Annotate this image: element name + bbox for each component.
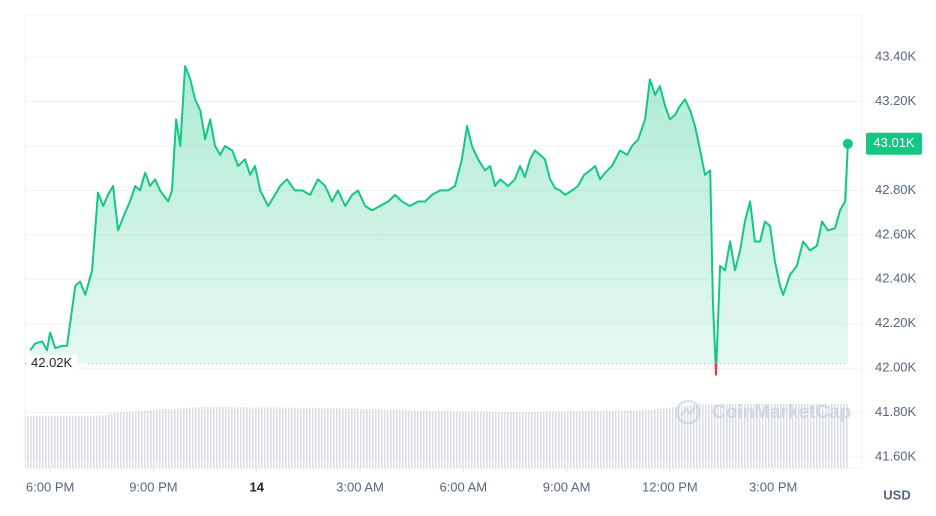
open-price-label-bg [27,354,77,373]
y-tick-label: 42.60K [875,226,917,241]
x-tick-label: 6:00 AM [439,479,487,494]
x-tick-label: 3:00 AM [336,479,384,494]
open-price-label: 42.02K [31,355,73,370]
y-tick-label: 42.00K [875,360,917,375]
x-tick-label: 9:00 PM [129,479,177,494]
watermark: CoinMarketCap [712,402,851,423]
x-tick-label: 9:00 AM [543,479,591,494]
x-tick-label: 3:00 PM [749,479,797,494]
y-tick-label: 41.80K [875,404,917,419]
price-line [29,65,849,364]
y-tick-label: 42.20K [875,315,917,330]
x-tick-label: 14 [249,479,264,494]
current-price-box [866,132,922,155]
volume-bars [25,404,848,468]
currency-label: USD [883,487,910,502]
y-tick-label: 42.40K [875,271,917,286]
price-area [30,66,848,364]
y-tick-label: 41.60K [875,448,917,463]
x-tick-label: 12:00 PM [642,479,698,494]
last-point [842,138,853,149]
y-tick-label: 43.40K [875,49,917,64]
y-tick-label: 43.20K [875,93,917,108]
watermark-logo [675,399,701,425]
x-tick-label: 6:00 PM [26,479,74,494]
current-price-label: 43.01K [873,135,915,150]
y-tick-label: 42.80K [875,182,917,197]
